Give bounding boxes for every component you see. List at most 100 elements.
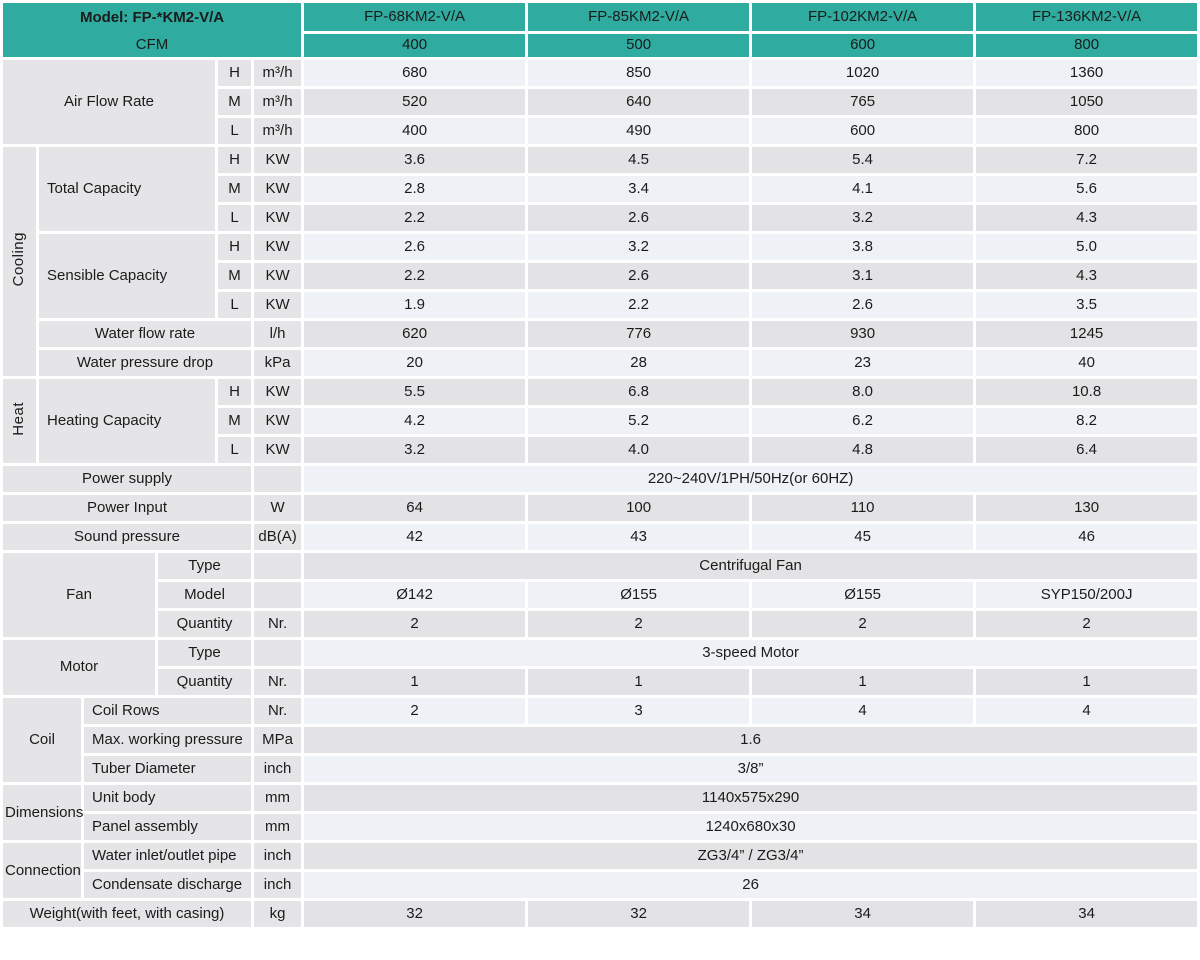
unit-cell: KW <box>254 263 302 289</box>
value-cell: 2.6 <box>528 205 750 231</box>
group-label-connection: Connection <box>3 843 81 898</box>
value-cell: 4.8 <box>752 437 974 463</box>
row-label-power-input: Power Input <box>3 495 251 521</box>
table-row: Condensate discharge inch 26 <box>3 872 1198 898</box>
sub-label-tuber-diameter: Tuber Diameter <box>84 756 251 782</box>
speed-cell: H <box>218 234 251 260</box>
value-cell: 1 <box>528 669 750 695</box>
table-row: Quantity Nr. 1 1 1 1 <box>3 669 1198 695</box>
value-cell: 850 <box>528 60 750 86</box>
table-row: Air Flow Rate H m³/h 680 850 1020 1360 <box>3 60 1198 144</box>
value-cell: 3.5 <box>976 292 1198 318</box>
cfm-label: CFM <box>135 36 169 54</box>
value-cell: 4.3 <box>976 263 1198 289</box>
value-cell: 34 <box>752 901 974 927</box>
value-cell: 1245 <box>976 321 1198 347</box>
value-cell: 520 <box>304 89 526 115</box>
speed-cell: M <box>218 89 251 115</box>
value-cell: 20 <box>304 350 526 376</box>
value-cell-span: 3-speed Motor <box>304 640 1198 666</box>
value-cell: 40 <box>976 350 1198 376</box>
group-label-cooling: Cooling <box>3 147 36 376</box>
value-cell: 1 <box>976 669 1198 695</box>
table-row: Water pressure drop kPa 20 28 23 40 <box>3 350 1198 376</box>
value-cell: 5.2 <box>528 408 750 434</box>
header-row-models: Model: FP-*KM2-V/A CFM FP-68KM2-V/A FP-8… <box>3 3 1198 57</box>
value-cell-span: 1.6 <box>304 727 1198 753</box>
table-row: Sound pressure dB(A) 42 43 45 46 <box>3 524 1198 550</box>
table-row: M KW 4.2 5.2 6.2 8.2 <box>3 408 1198 434</box>
speed-cell: M <box>218 408 251 434</box>
unit-cell: dB(A) <box>254 524 302 550</box>
value-cell: 45 <box>752 524 974 550</box>
table-row: Max. working pressure MPa 1.6 <box>3 727 1198 753</box>
value-cell: 1.9 <box>304 292 526 318</box>
value-cell: 5.6 <box>976 176 1198 202</box>
value-cell: 32 <box>304 901 526 927</box>
table-row: Connection Water inlet/outlet pipe inch … <box>3 843 1198 898</box>
value-cell: 1 <box>304 669 526 695</box>
value-cell: 800 <box>976 118 1198 144</box>
speed-cell: L <box>218 205 251 231</box>
sub-label-motor-quantity: Quantity <box>158 669 251 695</box>
table-row: M KW 2.2 2.6 3.1 4.3 <box>3 263 1198 289</box>
value-cell: 3.8 <box>752 234 974 260</box>
value-cell: 4.1 <box>752 176 974 202</box>
value-cell: 34 <box>976 901 1198 927</box>
speed-cell: H <box>218 147 251 173</box>
unit-cell: KW <box>254 147 302 173</box>
value-cell: 4 <box>976 698 1198 724</box>
table-row: Water flow rate l/h 620 776 930 1245 <box>3 321 1198 347</box>
row-label-sound-pressure: Sound pressure <box>3 524 251 550</box>
unit-cell: inch <box>254 756 302 782</box>
table-row: M KW 2.8 3.4 4.1 5.6 <box>3 176 1198 202</box>
value-cell: 5.0 <box>976 234 1198 260</box>
value-cell-span: Centrifugal Fan <box>304 553 1198 579</box>
value-cell: 130 <box>976 495 1198 521</box>
unit-cell: inch <box>254 872 302 898</box>
value-cell: 1020 <box>752 60 974 86</box>
unit-cell: MPa <box>254 727 302 753</box>
table-row: L KW 1.9 2.2 2.6 3.5 <box>3 292 1198 318</box>
speed-cell: H <box>218 379 251 405</box>
unit-cell: W <box>254 495 302 521</box>
model-title: Model: FP-*KM2-V/A <box>79 9 225 27</box>
spec-table: Model: FP-*KM2-V/A CFM FP-68KM2-V/A FP-8… <box>3 3 1198 927</box>
value-cell: 2.8 <box>304 176 526 202</box>
row-label-total-capacity: Total Capacity <box>39 147 215 231</box>
sub-label-fan-quantity: Quantity <box>158 611 251 637</box>
value-cell-span: 1240x680x30 <box>304 814 1198 840</box>
value-cell: 2.6 <box>528 263 750 289</box>
cfm-value: 800 <box>976 34 1198 57</box>
column-header: FP-102KM2-V/A <box>752 3 974 31</box>
sub-label-panel-assembly: Panel assembly <box>84 814 251 840</box>
value-cell: 1050 <box>976 89 1198 115</box>
unit-cell: m³/h <box>254 89 302 115</box>
table-row: Dimensions Unit body mm 1140x575x290 <box>3 785 1198 840</box>
value-cell: 110 <box>752 495 974 521</box>
value-cell: 3.2 <box>528 234 750 260</box>
unit-cell: KW <box>254 176 302 202</box>
group-label-coil: Coil <box>3 698 81 782</box>
value-cell: 930 <box>752 321 974 347</box>
speed-cell: H <box>218 60 251 86</box>
unit-cell-empty <box>254 640 302 666</box>
sub-label-motor-type: Type <box>158 640 251 666</box>
speed-cell: L <box>218 292 251 318</box>
value-cell: 490 <box>528 118 750 144</box>
value-cell: 765 <box>752 89 974 115</box>
unit-cell: kPa <box>254 350 302 376</box>
value-cell: 3.4 <box>528 176 750 202</box>
row-label-sensible-capacity: Sensible Capacity <box>39 234 215 318</box>
group-label-motor: Motor <box>3 640 155 695</box>
table-row: Tuber Diameter inch 3/8” <box>3 756 1198 782</box>
value-cell: 43 <box>528 524 750 550</box>
value-cell: 2.6 <box>752 292 974 318</box>
value-cell: 8.0 <box>752 379 974 405</box>
value-cell: SYP150/200J <box>976 582 1198 608</box>
unit-cell: KW <box>254 379 302 405</box>
table-row: L m³/h 400 490 600 800 <box>3 118 1198 144</box>
table-row: Power Input W 64 100 110 130 <box>3 495 1198 521</box>
sub-label-fan-model: Model <box>158 582 251 608</box>
group-label-dimensions: Dimensions <box>3 785 83 840</box>
